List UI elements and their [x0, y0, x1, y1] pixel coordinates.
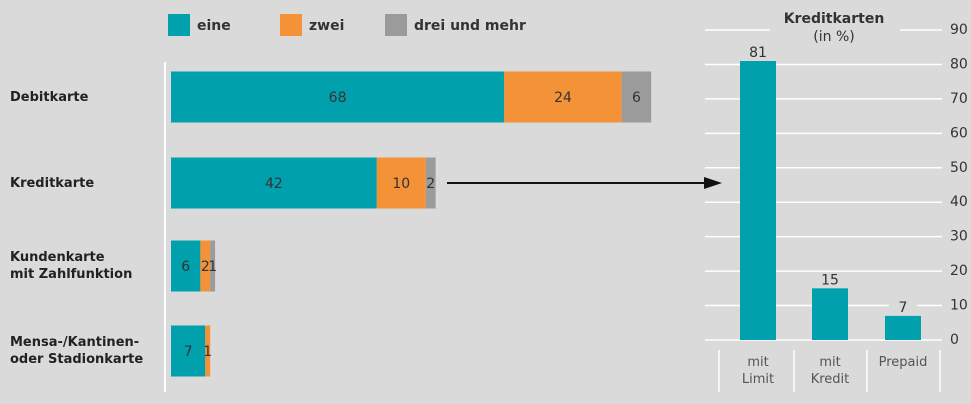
- y-tick-label: 20: [950, 263, 968, 279]
- bar-segment: [171, 325, 206, 377]
- title-bg: [770, 8, 900, 54]
- category-label: Debitkarte: [10, 89, 89, 105]
- legend-swatch: [385, 14, 407, 36]
- bar-segment: [200, 240, 211, 292]
- data-label: 2: [426, 176, 435, 192]
- legend-label: eine: [197, 18, 231, 34]
- legend-label: zwei: [309, 18, 344, 34]
- data-label: 1: [208, 259, 217, 275]
- bar: [740, 61, 776, 340]
- y-tick-label: 40: [950, 194, 968, 210]
- data-label: 7: [899, 300, 908, 316]
- arrow-head: [704, 177, 722, 189]
- bar-segment: [210, 240, 216, 292]
- label-bg: [744, 45, 772, 60]
- y-tick-label: 80: [950, 56, 968, 72]
- bar-segment: [621, 71, 652, 123]
- bar-segment: [504, 71, 622, 123]
- bar: [812, 288, 848, 340]
- bar: [885, 315, 921, 340]
- data-label: 10: [392, 176, 410, 192]
- x-tick-label: mit Kredit: [810, 355, 850, 387]
- data-label: 68: [329, 90, 347, 106]
- category-label: Kreditkarte: [10, 175, 95, 191]
- data-label: 15: [821, 272, 839, 288]
- x-tick-label: mit Limit: [741, 355, 775, 387]
- y-tick-label: 90: [950, 22, 968, 38]
- data-label: 6: [632, 90, 641, 106]
- data-label: 42: [265, 176, 283, 192]
- y-tick-label: 30: [950, 229, 968, 245]
- data-label: 1: [203, 344, 212, 360]
- label-bg: [889, 299, 917, 315]
- bar-segment: [171, 71, 505, 123]
- bar-segment: [376, 157, 426, 209]
- bar-segment: [205, 325, 211, 377]
- data-label: 81: [749, 45, 767, 61]
- chart-title: Kreditkarten: [784, 11, 885, 27]
- legend-swatch: [280, 14, 302, 36]
- data-label: 6: [181, 259, 190, 275]
- category-label: Mensa-/Kantinen- oder Stadionkarte: [10, 335, 144, 367]
- bar-segment: [425, 157, 436, 209]
- bar-segment: [171, 240, 201, 292]
- y-tick-label: 0: [950, 332, 959, 348]
- chart-subtitle: (in %): [813, 29, 854, 45]
- category-label: Kundenkarte mit Zahlfunktion: [10, 250, 133, 282]
- y-tick-label: 50: [950, 160, 968, 176]
- y-tick-label: 60: [950, 125, 968, 141]
- data-label: 7: [184, 344, 193, 360]
- data-label: 24: [554, 90, 572, 106]
- legend-swatch: [168, 14, 190, 36]
- bar-segment: [171, 157, 377, 209]
- x-tick-label: Prepaid: [878, 355, 928, 370]
- data-label: 2: [201, 259, 210, 275]
- label-bg: [816, 272, 844, 288]
- y-tick-label: 70: [950, 91, 968, 107]
- legend-label: drei und mehr: [414, 18, 526, 34]
- y-tick-label: 10: [950, 298, 968, 314]
